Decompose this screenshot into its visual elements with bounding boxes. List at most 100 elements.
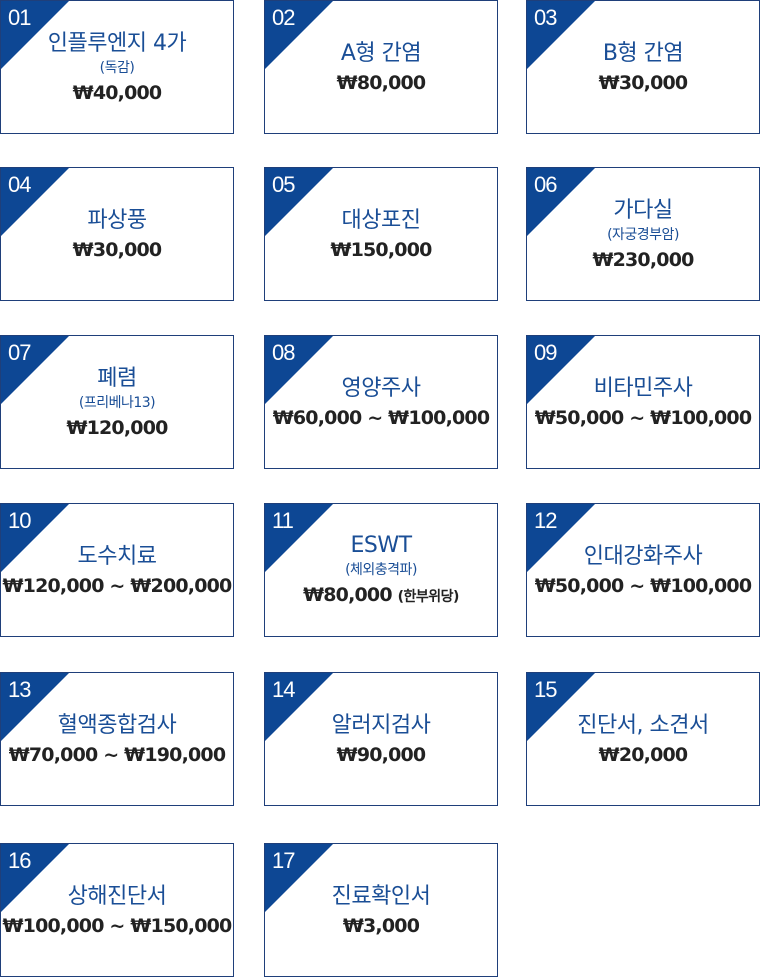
item-number: 16 — [8, 848, 32, 873]
item-price-line: ₩80,000 (한부위당) — [303, 580, 459, 612]
item-price: ₩40,000 — [72, 82, 162, 104]
item-price-line: ₩70,000 ~ ₩190,000 — [9, 740, 226, 770]
item-number: 10 — [8, 508, 32, 533]
item-price: ₩20,000 — [598, 744, 688, 766]
item-price-line: ₩100,000 ~ ₩150,000 — [2, 911, 233, 941]
item-price: ₩80,000 — [336, 72, 426, 94]
item-number: 12 — [534, 508, 558, 533]
item-price: ₩70,000 ~ ₩190,000 — [8, 744, 226, 766]
item-title: 진단서, 소견서 — [577, 713, 709, 738]
price-card: 05 대상포진 ₩150,000 — [264, 167, 498, 301]
item-number: 08 — [272, 340, 296, 365]
price-card: 07 폐렴 (프리베나13) ₩120,000 — [0, 335, 234, 469]
item-price-line: ₩40,000 — [73, 78, 162, 108]
item-price: ₩3,000 — [342, 915, 420, 937]
item-number: 03 — [534, 5, 558, 30]
price-card: 06 가다실 (자궁경부암) ₩230,000 — [526, 167, 760, 301]
item-price-line: ₩60,000 ~ ₩100,000 — [273, 403, 490, 433]
item-title: ESWT — [350, 533, 412, 558]
card-content: 가다실 (자궁경부암) ₩230,000 — [527, 168, 759, 300]
item-price-line: ₩50,000 ~ ₩100,000 — [535, 571, 752, 601]
item-price-line: ₩3,000 — [342, 911, 420, 941]
item-number: 01 — [8, 5, 32, 30]
item-price-line: ₩80,000 — [337, 68, 426, 98]
card-content: 비타민주사 ₩50,000 ~ ₩100,000 — [527, 336, 759, 468]
item-number: 06 — [534, 172, 558, 197]
price-card: 04 파상풍 ₩30,000 — [0, 167, 234, 301]
item-number: 15 — [534, 677, 558, 702]
card-content: 상해진단서 ₩100,000 ~ ₩150,000 — [1, 844, 233, 976]
price-card: 02 A형 간염 ₩80,000 — [264, 0, 498, 134]
item-number: 14 — [272, 677, 296, 702]
item-number: 05 — [272, 172, 296, 197]
price-card: 12 인대강화주사 ₩50,000 ~ ₩100,000 — [526, 503, 760, 637]
card-content: ESWT (체외충격파) ₩80,000 (한부위당) — [265, 504, 497, 636]
price-card: 14 알러지검사 ₩90,000 — [264, 672, 498, 806]
item-price-note: (한부위당) — [397, 589, 460, 605]
item-title: B형 간염 — [602, 41, 684, 66]
card-content: 도수치료 ₩120,000 ~ ₩200,000 — [1, 504, 233, 636]
price-card: 10 도수치료 ₩120,000 ~ ₩200,000 — [0, 503, 234, 637]
card-content: 진단서, 소견서 ₩20,000 — [527, 673, 759, 805]
item-title: 상해진단서 — [67, 884, 167, 909]
item-number: 02 — [272, 5, 296, 30]
item-title: 비타민주사 — [593, 376, 693, 401]
price-card: 03 B형 간염 ₩30,000 — [526, 0, 760, 134]
item-number: 17 — [272, 848, 296, 873]
item-title: 인플루엔지 4가 — [47, 31, 187, 56]
item-price-line: ₩30,000 — [73, 235, 162, 265]
card-content: 인플루엔지 4가 (독감) ₩40,000 — [1, 1, 233, 133]
item-price: ₩150,000 — [330, 239, 432, 261]
price-card: 08 영양주사 ₩60,000 ~ ₩100,000 — [264, 335, 498, 469]
item-title: 폐렴 — [97, 366, 137, 391]
item-price: ₩60,000 ~ ₩100,000 — [272, 407, 490, 429]
item-title: 가다실 — [613, 198, 673, 223]
item-number: 04 — [8, 172, 32, 197]
item-price: ₩50,000 ~ ₩100,000 — [534, 575, 752, 597]
item-title: 알러지검사 — [331, 713, 431, 738]
item-price-line: ₩30,000 — [599, 68, 688, 98]
card-content: 인대강화주사 ₩50,000 ~ ₩100,000 — [527, 504, 759, 636]
price-card: 17 진료확인서 ₩3,000 — [264, 843, 498, 977]
item-title: 영양주사 — [341, 376, 421, 401]
item-price-line: ₩120,000 — [66, 413, 168, 443]
item-price: ₩230,000 — [592, 249, 694, 271]
item-price-line: ₩120,000 ~ ₩200,000 — [3, 571, 233, 601]
item-title: 대상포진 — [341, 208, 421, 233]
item-price: ₩30,000 — [72, 239, 162, 261]
item-price-line: ₩90,000 — [337, 740, 426, 770]
item-title: 혈액종합검사 — [57, 713, 177, 738]
card-content: 알러지검사 ₩90,000 — [265, 673, 497, 805]
price-card: 09 비타민주사 ₩50,000 ~ ₩100,000 — [526, 335, 760, 469]
item-number: 11 — [272, 508, 294, 533]
item-title: 인대강화주사 — [583, 544, 703, 569]
item-title: 파상풍 — [87, 208, 147, 233]
item-price-line: ₩20,000 — [599, 740, 688, 770]
item-title: 도수치료 — [77, 544, 157, 569]
item-price-line: ₩150,000 — [330, 235, 432, 265]
item-number: 13 — [8, 677, 32, 702]
item-price: ₩80,000 — [303, 584, 392, 606]
card-content: B형 간염 ₩30,000 — [527, 1, 759, 133]
item-number: 07 — [8, 340, 32, 365]
card-content: 혈액종합검사 ₩70,000 ~ ₩190,000 — [1, 673, 233, 805]
item-price: ₩120,000 — [66, 417, 168, 439]
item-subtitle: (체외충격파) — [345, 562, 417, 578]
item-title: 진료확인서 — [331, 884, 431, 909]
item-number: 09 — [534, 340, 558, 365]
item-subtitle: (프리베나13) — [78, 395, 156, 411]
card-content: 파상풍 ₩30,000 — [1, 168, 233, 300]
card-content: 영양주사 ₩60,000 ~ ₩100,000 — [265, 336, 497, 468]
price-card: 15 진단서, 소견서 ₩20,000 — [526, 672, 760, 806]
item-price-line: ₩230,000 — [592, 245, 694, 275]
item-price-line: ₩50,000 ~ ₩100,000 — [535, 403, 752, 433]
card-content: A형 간염 ₩80,000 — [265, 1, 497, 133]
price-card: 13 혈액종합검사 ₩70,000 ~ ₩190,000 — [0, 672, 234, 806]
item-subtitle: (자궁경부암) — [607, 227, 679, 243]
item-title: A형 간염 — [340, 41, 422, 66]
price-card: 01 인플루엔지 4가 (독감) ₩40,000 — [0, 0, 234, 134]
item-price: ₩50,000 ~ ₩100,000 — [534, 407, 752, 429]
item-price: ₩100,000 ~ ₩150,000 — [2, 915, 233, 937]
card-content: 폐렴 (프리베나13) ₩120,000 — [1, 336, 233, 468]
